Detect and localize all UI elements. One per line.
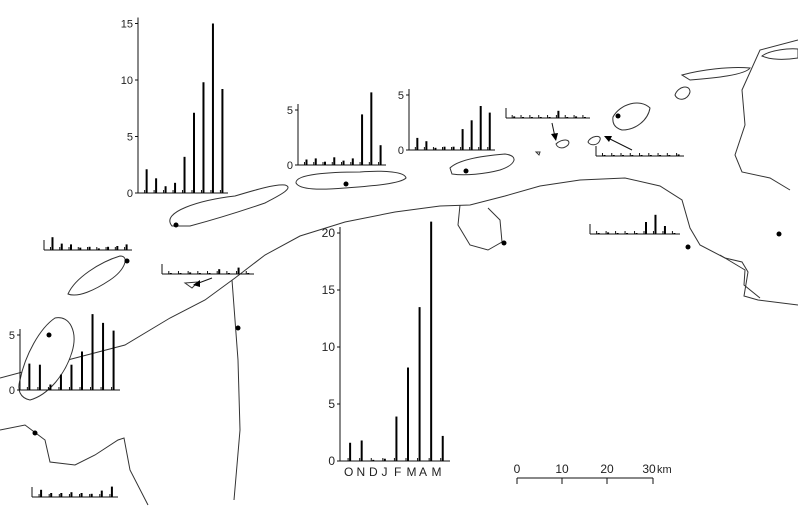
bay-outline: [457, 204, 503, 251]
site-marker: [343, 181, 349, 187]
site-marker: [173, 222, 179, 228]
texel-island: [169, 184, 289, 227]
mainland-coastline: [0, 177, 798, 379]
y-tick-label: 5: [328, 397, 335, 411]
borkum-island: [674, 86, 691, 100]
site-marker: [124, 258, 130, 264]
site-marker: [501, 240, 507, 246]
southwest-loop-island: [18, 317, 75, 401]
bar-chart-vlieland-inset: 05: [287, 92, 386, 172]
y-tick-label: 20: [322, 226, 336, 240]
x-tick-label: A: [419, 465, 427, 479]
scale-tick-label: 10: [555, 462, 569, 476]
y-tick-label: 0: [127, 188, 133, 200]
bar-chart-terschelling-inset: 05: [398, 89, 495, 157]
scale-tick-label: 0: [514, 462, 521, 476]
y-tick-label: 10: [322, 340, 336, 354]
scale-bar: 0 10 20 30 km: [514, 462, 672, 484]
norderney-island: [761, 48, 798, 60]
rottumeroog-island: [587, 135, 601, 146]
juist-island: [680, 67, 751, 81]
x-tick-label: D: [369, 465, 378, 479]
scale-tick-label: 30: [642, 462, 656, 476]
scale-tick-label: 20: [600, 462, 614, 476]
y-tick-label: 5: [127, 132, 133, 144]
scale-unit-label: km: [657, 464, 672, 476]
x-tick-label: J: [382, 465, 388, 479]
vlieland-island: [295, 170, 407, 190]
river-line: [231, 279, 241, 501]
bar-chart-ameland-inset: [505, 108, 590, 119]
y-tick-label: 5: [9, 330, 15, 342]
bar-chart-schiermonnikoog-inset: [595, 146, 684, 157]
y-tick-label: 5: [287, 105, 293, 117]
arrow-icon: [604, 136, 633, 151]
eastern-shore: [734, 39, 798, 191]
site-marker: [615, 113, 621, 119]
site-marker: [463, 168, 469, 174]
bar-chart-southwest-lower-inset: [31, 486, 118, 498]
bar-chart-small-west-inset: [161, 264, 254, 275]
arrow-icon: [193, 277, 213, 287]
ameland-island: [555, 139, 570, 149]
x-tick-label: M: [432, 465, 442, 479]
terschelling-island: [449, 153, 515, 176]
x-tick-label: M: [407, 465, 417, 479]
bar-chart-ems-inset: [589, 214, 680, 235]
sites: [32, 113, 782, 436]
site-marker: [685, 244, 691, 250]
bar-chart-southwest-inset: 05: [9, 314, 120, 397]
y-tick-label: 0: [398, 145, 404, 157]
x-tick-label: N: [357, 465, 366, 479]
bar-chart-texel-inset: 0 5 10 15: [121, 17, 228, 200]
arrow-icon: [551, 122, 558, 141]
y-tick-label: 15: [322, 283, 336, 297]
y-tick-label: 0: [9, 385, 15, 397]
western-island: [67, 255, 126, 296]
y-tick-label: 15: [121, 19, 133, 31]
site-marker: [46, 332, 52, 338]
schiermonnikoog-island: [612, 102, 651, 131]
site-marker: [235, 325, 241, 331]
southwest-coastline: [0, 424, 149, 506]
x-tick-label: F: [394, 465, 401, 479]
site-marker: [776, 231, 782, 237]
x-tick-label: O: [344, 465, 353, 479]
ems-shore: [719, 254, 761, 299]
y-tick-label: 0: [328, 454, 335, 468]
y-tick-label: 5: [398, 90, 404, 102]
tiny-islet: [534, 151, 541, 156]
site-marker: [32, 430, 38, 436]
y-tick-label: 0: [287, 160, 293, 172]
y-tick-label: 10: [121, 75, 133, 87]
bar-chart-westcoast-inset: [43, 237, 132, 251]
